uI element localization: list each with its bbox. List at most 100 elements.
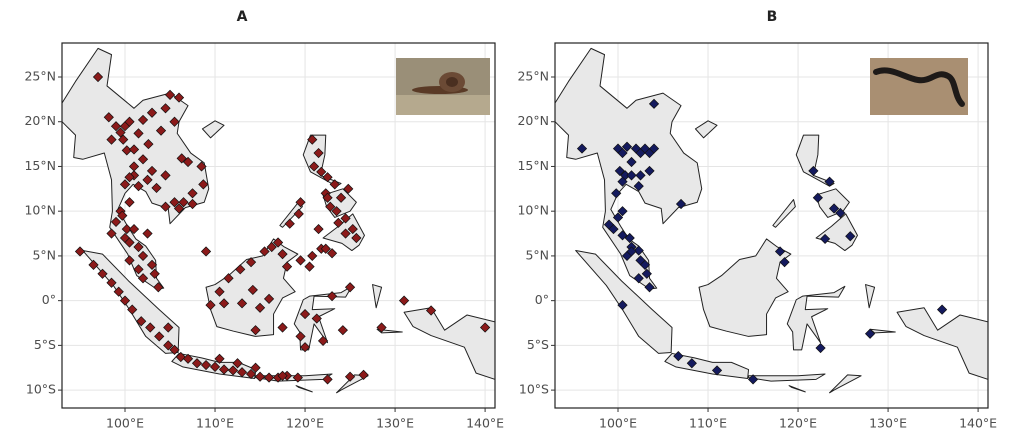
y-tick-label: 10°S xyxy=(519,382,549,397)
panel-b: B 100°E 110°E 120°E 130°E 140°E 10°S 5°S 0° 5°N 1… xyxy=(517,9,997,431)
point xyxy=(633,245,644,256)
point xyxy=(626,246,637,257)
point xyxy=(191,358,203,369)
point xyxy=(358,369,369,380)
point xyxy=(173,203,185,214)
point xyxy=(779,257,790,268)
y-tick-label: 25°N xyxy=(24,68,56,83)
point xyxy=(121,223,132,235)
point xyxy=(164,89,176,100)
point xyxy=(295,197,306,208)
y-tick-label: 0° xyxy=(535,292,549,307)
point xyxy=(247,284,258,296)
point xyxy=(178,197,189,208)
point xyxy=(254,302,266,313)
point xyxy=(326,291,338,302)
point xyxy=(106,228,117,239)
plot-frame xyxy=(554,42,989,409)
point xyxy=(92,71,104,83)
point xyxy=(617,206,628,217)
point xyxy=(151,182,162,194)
point xyxy=(155,125,167,136)
point xyxy=(641,268,652,279)
point xyxy=(281,261,293,272)
point xyxy=(128,161,140,172)
point xyxy=(347,223,358,235)
point xyxy=(133,181,144,192)
point xyxy=(808,165,819,177)
x-tick-label: 130°E xyxy=(869,416,907,431)
point xyxy=(137,250,149,262)
point xyxy=(337,325,348,336)
point xyxy=(322,374,333,385)
point xyxy=(812,192,823,203)
point xyxy=(119,295,131,306)
point xyxy=(633,273,644,284)
point xyxy=(110,216,122,228)
point xyxy=(824,176,835,187)
point xyxy=(250,362,261,373)
point xyxy=(245,257,257,268)
point xyxy=(227,365,239,376)
point xyxy=(163,322,174,333)
point xyxy=(117,210,128,221)
x-tick-label: 110°E xyxy=(196,416,234,431)
y-tick-label: 5°N xyxy=(32,247,56,262)
y-tick-label: 20°N xyxy=(24,113,56,128)
inset-photo-snail xyxy=(396,58,490,115)
point xyxy=(835,207,846,219)
point xyxy=(343,183,354,194)
point xyxy=(236,367,248,378)
point xyxy=(182,156,194,168)
point xyxy=(376,322,387,333)
point xyxy=(340,213,351,224)
point xyxy=(218,364,230,375)
point xyxy=(259,246,270,257)
point xyxy=(97,268,108,279)
point xyxy=(272,237,284,248)
point xyxy=(293,208,304,219)
point xyxy=(617,300,628,311)
point xyxy=(169,344,180,355)
point xyxy=(317,335,329,346)
x-tick-label: 120°E xyxy=(286,416,324,431)
y-tick-label: 10°S xyxy=(26,382,56,397)
point xyxy=(176,153,187,164)
point xyxy=(142,174,153,185)
point xyxy=(320,243,331,254)
point xyxy=(828,203,840,214)
point xyxy=(313,147,324,159)
point xyxy=(815,342,826,354)
point xyxy=(187,198,198,210)
point xyxy=(137,154,149,165)
point xyxy=(398,295,410,306)
point xyxy=(209,361,221,372)
point xyxy=(611,188,622,199)
point xyxy=(626,156,637,168)
point xyxy=(277,370,288,381)
point xyxy=(106,134,117,145)
point xyxy=(200,359,212,371)
point xyxy=(617,230,628,241)
point xyxy=(198,179,209,190)
point xyxy=(223,273,234,284)
y-tick-label: 20°N xyxy=(517,113,549,128)
point xyxy=(344,282,356,293)
plot-frame xyxy=(61,42,496,409)
point xyxy=(146,165,158,177)
point xyxy=(145,322,156,333)
y-tick-label: 25°N xyxy=(517,68,549,83)
point xyxy=(115,127,126,138)
point xyxy=(160,201,171,212)
point xyxy=(284,218,295,229)
point xyxy=(74,246,86,257)
x-tick-label: 130°E xyxy=(376,416,414,431)
inset-photo-leech xyxy=(870,58,968,115)
point xyxy=(160,103,171,114)
point xyxy=(299,342,311,353)
point xyxy=(307,134,318,145)
point xyxy=(196,161,207,172)
point xyxy=(295,255,306,266)
point xyxy=(648,143,660,154)
point xyxy=(322,192,333,203)
